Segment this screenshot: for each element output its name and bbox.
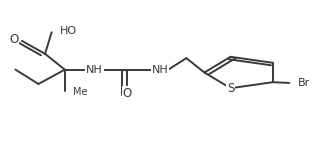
- Text: NH: NH: [86, 65, 103, 75]
- Text: O: O: [9, 33, 18, 46]
- Text: Br: Br: [297, 78, 310, 88]
- Text: NH: NH: [152, 65, 168, 75]
- Text: O: O: [122, 87, 132, 100]
- Text: HO: HO: [60, 26, 77, 36]
- Text: S: S: [227, 82, 234, 95]
- Text: Me: Me: [73, 87, 87, 97]
